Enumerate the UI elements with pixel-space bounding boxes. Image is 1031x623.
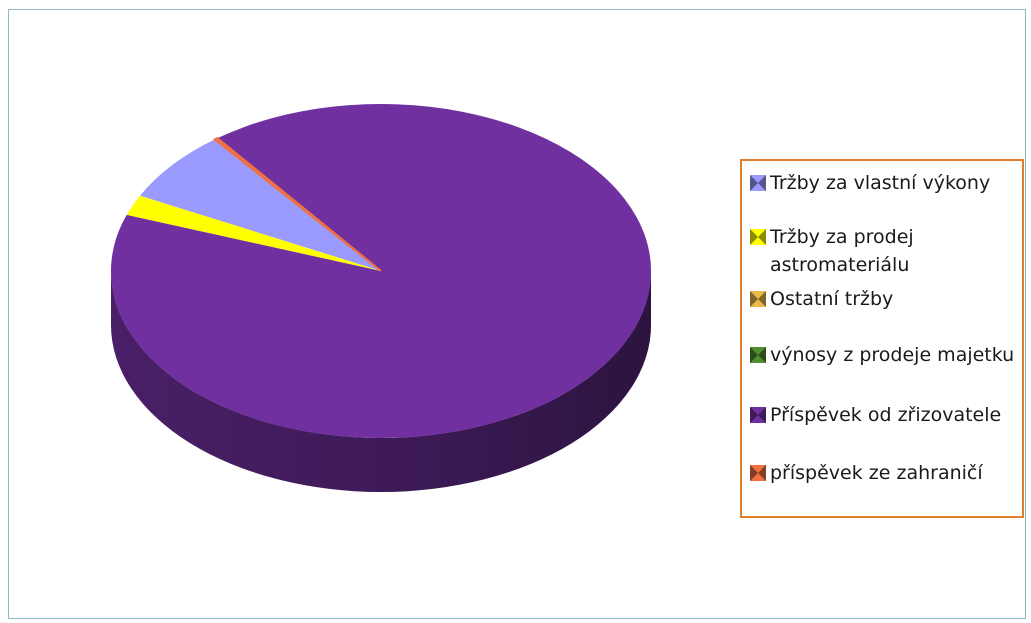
legend-label: Tržby za prodej astromateriálu bbox=[770, 226, 914, 276]
legend-label: příspěvek ze zahraničí bbox=[770, 462, 983, 484]
pie-slice-0 bbox=[140, 139, 381, 271]
legend-swatch-icon bbox=[750, 291, 766, 307]
legend-label: výnosy z prodeje majetku bbox=[770, 344, 1015, 366]
legend-swatch-icon bbox=[750, 229, 766, 245]
chart-legend: Tržby za vlastní výkony Tržby za prodej … bbox=[740, 159, 1024, 518]
pie-slice-4-side-shade bbox=[111, 271, 651, 492]
legend-label: Ostatní tržby bbox=[770, 288, 894, 310]
legend-swatch-icon bbox=[750, 175, 766, 191]
legend-item-prispevek-zrizovatel: Příspěvek od zřizovatele bbox=[750, 401, 1025, 429]
legend-label: Příspěvek od zřizovatele bbox=[770, 404, 1002, 426]
legend-item-trzby-prodej: Tržby za prodej astromateriálu bbox=[750, 223, 1025, 279]
legend-item-trzby-vlastni: Tržby za vlastní výkony bbox=[750, 169, 1025, 197]
legend-swatch-icon bbox=[750, 407, 766, 423]
pie-slice-5 bbox=[212, 136, 382, 272]
legend-item-vynosy: výnosy z prodeje majetku bbox=[750, 341, 1025, 369]
legend-item-prispevek-zahranici: příspěvek ze zahraničí bbox=[750, 459, 1025, 487]
legend-swatch-icon bbox=[750, 347, 766, 363]
legend-item-ostatni: Ostatní tržby bbox=[750, 285, 1025, 313]
legend-label: Tržby za vlastní výkony bbox=[770, 172, 991, 194]
legend-swatch-icon bbox=[750, 465, 766, 481]
pie-slice-1 bbox=[126, 195, 381, 271]
